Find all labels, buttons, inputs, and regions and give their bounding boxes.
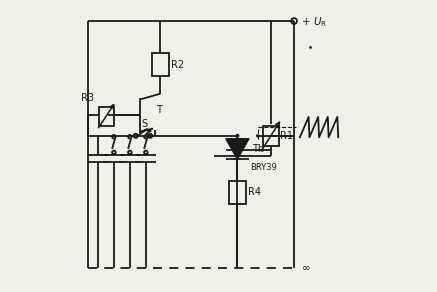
Text: BRY39: BRY39 xyxy=(250,163,277,172)
Text: R4: R4 xyxy=(248,187,261,197)
FancyBboxPatch shape xyxy=(263,126,279,146)
Text: $+\ U_{\rm R}$: $+\ U_{\rm R}$ xyxy=(302,15,328,29)
Text: $\infty$: $\infty$ xyxy=(302,262,311,272)
Text: Th: Th xyxy=(252,144,264,154)
Text: S: S xyxy=(142,119,148,129)
Text: T: T xyxy=(156,105,162,114)
Circle shape xyxy=(236,134,239,138)
FancyBboxPatch shape xyxy=(152,53,169,76)
Text: R3: R3 xyxy=(81,93,94,103)
Text: R2: R2 xyxy=(170,60,184,69)
Circle shape xyxy=(256,134,260,138)
Polygon shape xyxy=(226,139,249,159)
FancyBboxPatch shape xyxy=(99,107,114,126)
Text: R1: R1 xyxy=(280,131,293,141)
FancyBboxPatch shape xyxy=(229,181,246,204)
